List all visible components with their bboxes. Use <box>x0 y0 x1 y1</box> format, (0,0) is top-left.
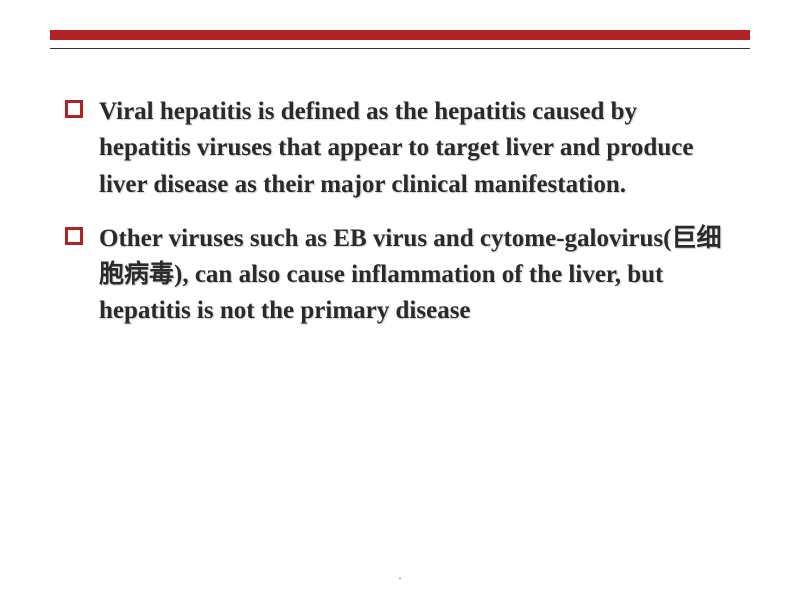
content-area: Viral hepatitis is defined as the hepati… <box>50 94 750 348</box>
page-marker: . <box>399 571 402 582</box>
bullet-item: Viral hepatitis is defined as the hepati… <box>65 94 725 203</box>
bullet-text: Other viruses such as EB virus and cytom… <box>99 221 725 330</box>
bullet-marker-icon <box>65 100 83 118</box>
bullet-text: Viral hepatitis is defined as the hepati… <box>99 94 725 203</box>
accent-bar <box>50 30 750 40</box>
divider-line <box>50 48 750 49</box>
slide-container: Viral hepatitis is defined as the hepati… <box>0 0 800 600</box>
bullet-marker-icon <box>65 227 83 245</box>
bullet-item: Other viruses such as EB virus and cytom… <box>65 221 725 330</box>
